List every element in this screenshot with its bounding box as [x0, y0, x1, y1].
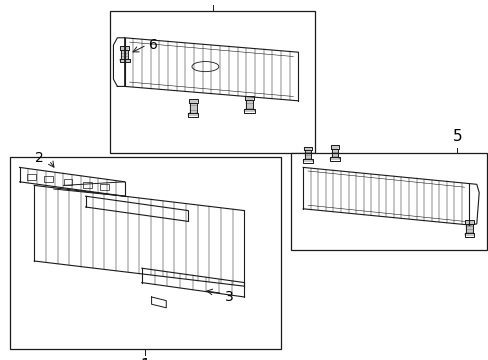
Text: 1: 1	[141, 358, 150, 360]
Text: 6: 6	[149, 38, 158, 52]
Bar	[110, 11, 315, 153]
Text: 5: 5	[451, 129, 461, 144]
Bar	[83, 182, 92, 188]
Bar	[100, 184, 109, 190]
Bar	[44, 176, 53, 182]
Bar	[27, 174, 36, 180]
Bar	[290, 153, 486, 250]
Text: 4: 4	[207, 0, 217, 2]
Bar	[10, 157, 281, 349]
Text: 3: 3	[224, 290, 233, 304]
Bar	[63, 179, 72, 185]
Text: 2: 2	[35, 152, 43, 165]
